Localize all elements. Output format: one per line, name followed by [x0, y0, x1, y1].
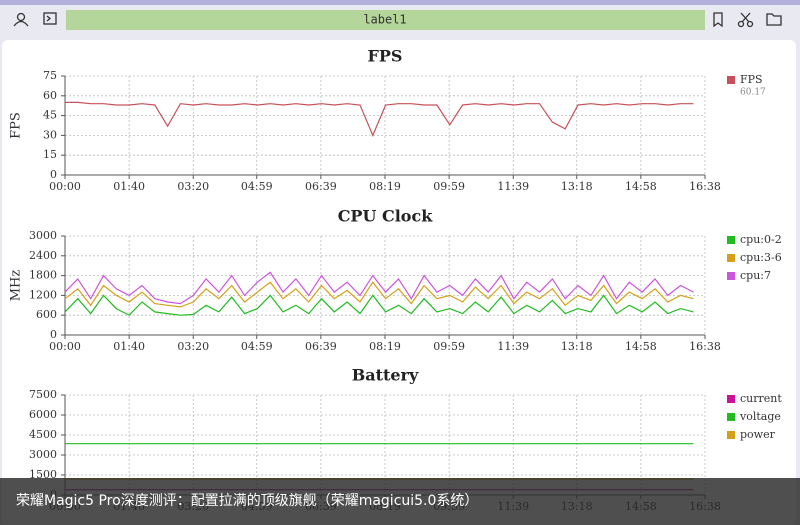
x-tick-label: 03:20	[177, 340, 209, 353]
x-tick-label: 08:19	[369, 180, 401, 193]
legend-swatch	[727, 413, 735, 421]
x-tick-label: 04:59	[241, 340, 273, 353]
chart-title: Battery	[352, 366, 419, 385]
x-tick-label: 03:20	[177, 180, 209, 193]
y-tick-label: 15	[43, 148, 57, 161]
scissors-icon[interactable]	[737, 12, 754, 28]
x-tick-label: 08:19	[369, 340, 401, 353]
data-line	[64, 281, 694, 308]
legend-swatch	[727, 254, 735, 262]
label-bar[interactable]	[66, 10, 705, 30]
legend-value: 60.17	[740, 88, 766, 98]
x-tick-label: 11:39	[497, 180, 529, 193]
chart-title: FPS	[368, 47, 403, 66]
data-line	[64, 271, 694, 305]
x-tick-label: 11:39	[497, 340, 529, 353]
data-line	[65, 101, 694, 137]
legend-swatch	[727, 236, 735, 244]
legend-label: cpu:0-2	[740, 233, 782, 246]
y-tick-label: 6000	[29, 408, 57, 421]
x-tick-label: 00:00	[49, 340, 81, 353]
folder-icon[interactable]	[766, 13, 782, 26]
caption: 荣耀Magic5 Pro深度测评：配置拉满的顶级旗舰（荣耀magicui5.0系…	[0, 478, 800, 525]
x-tick-label: 13:18	[561, 180, 593, 193]
y-tick-label: 7500	[29, 388, 57, 401]
toolbar: label1	[13, 10, 782, 30]
y-tick-label: 30	[43, 128, 57, 141]
legend-label: cpu:7	[740, 269, 771, 282]
toolbar-label: label1	[363, 13, 406, 27]
y-tick-label: 1500	[29, 468, 57, 481]
y-tick-label: 1800	[29, 269, 57, 282]
legend-swatch	[727, 395, 735, 403]
y-tick-label: 45	[43, 109, 57, 122]
legend-label: power	[740, 428, 776, 441]
x-tick-label: 00:00	[49, 180, 81, 193]
legend-swatch	[727, 431, 735, 439]
x-tick-label: 01:40	[113, 180, 145, 193]
x-tick-label: 09:59	[433, 340, 465, 353]
bookmark-icon[interactable]	[713, 12, 723, 28]
data-line	[64, 294, 694, 316]
legend-label: FPS	[740, 73, 763, 86]
y-tick-label: 600	[36, 308, 57, 321]
legend-label: voltage	[739, 410, 781, 423]
legend-label: current	[740, 392, 782, 405]
x-tick-label: 06:39	[305, 340, 337, 353]
y-tick-label: 3000	[29, 229, 57, 242]
y-tick-label: 1200	[29, 288, 57, 301]
y-tick-label: 3000	[29, 448, 57, 461]
y-tick-label: 2400	[29, 249, 57, 262]
legend-label: cpu:3-6	[740, 251, 782, 264]
y-tick-label: 4500	[29, 428, 57, 441]
x-tick-label: 13:18	[561, 340, 593, 353]
x-tick-label: 16:38	[689, 340, 721, 353]
x-tick-label: 06:39	[305, 180, 337, 193]
y-tick-label: 60	[43, 89, 57, 102]
y-axis-label: FPS	[9, 112, 24, 139]
x-tick-label: 09:59	[433, 180, 465, 193]
top-strip	[0, 0, 800, 5]
user-icon[interactable]	[13, 12, 29, 27]
chart-title: CPU Clock	[338, 207, 434, 226]
y-axis-label: MHz	[9, 270, 24, 302]
y-tick-label: 75	[43, 69, 57, 82]
y-tick-label: 0	[50, 168, 57, 181]
x-tick-label: 01:40	[113, 340, 145, 353]
x-tick-label: 14:58	[625, 180, 657, 193]
y-tick-label: 0	[50, 328, 57, 341]
legend-swatch	[727, 76, 735, 84]
x-tick-label: 04:59	[241, 180, 273, 193]
terminal-icon[interactable]	[43, 12, 57, 25]
legend-swatch	[727, 272, 735, 280]
x-tick-label: 14:58	[625, 340, 657, 353]
x-tick-label: 16:38	[689, 180, 721, 193]
